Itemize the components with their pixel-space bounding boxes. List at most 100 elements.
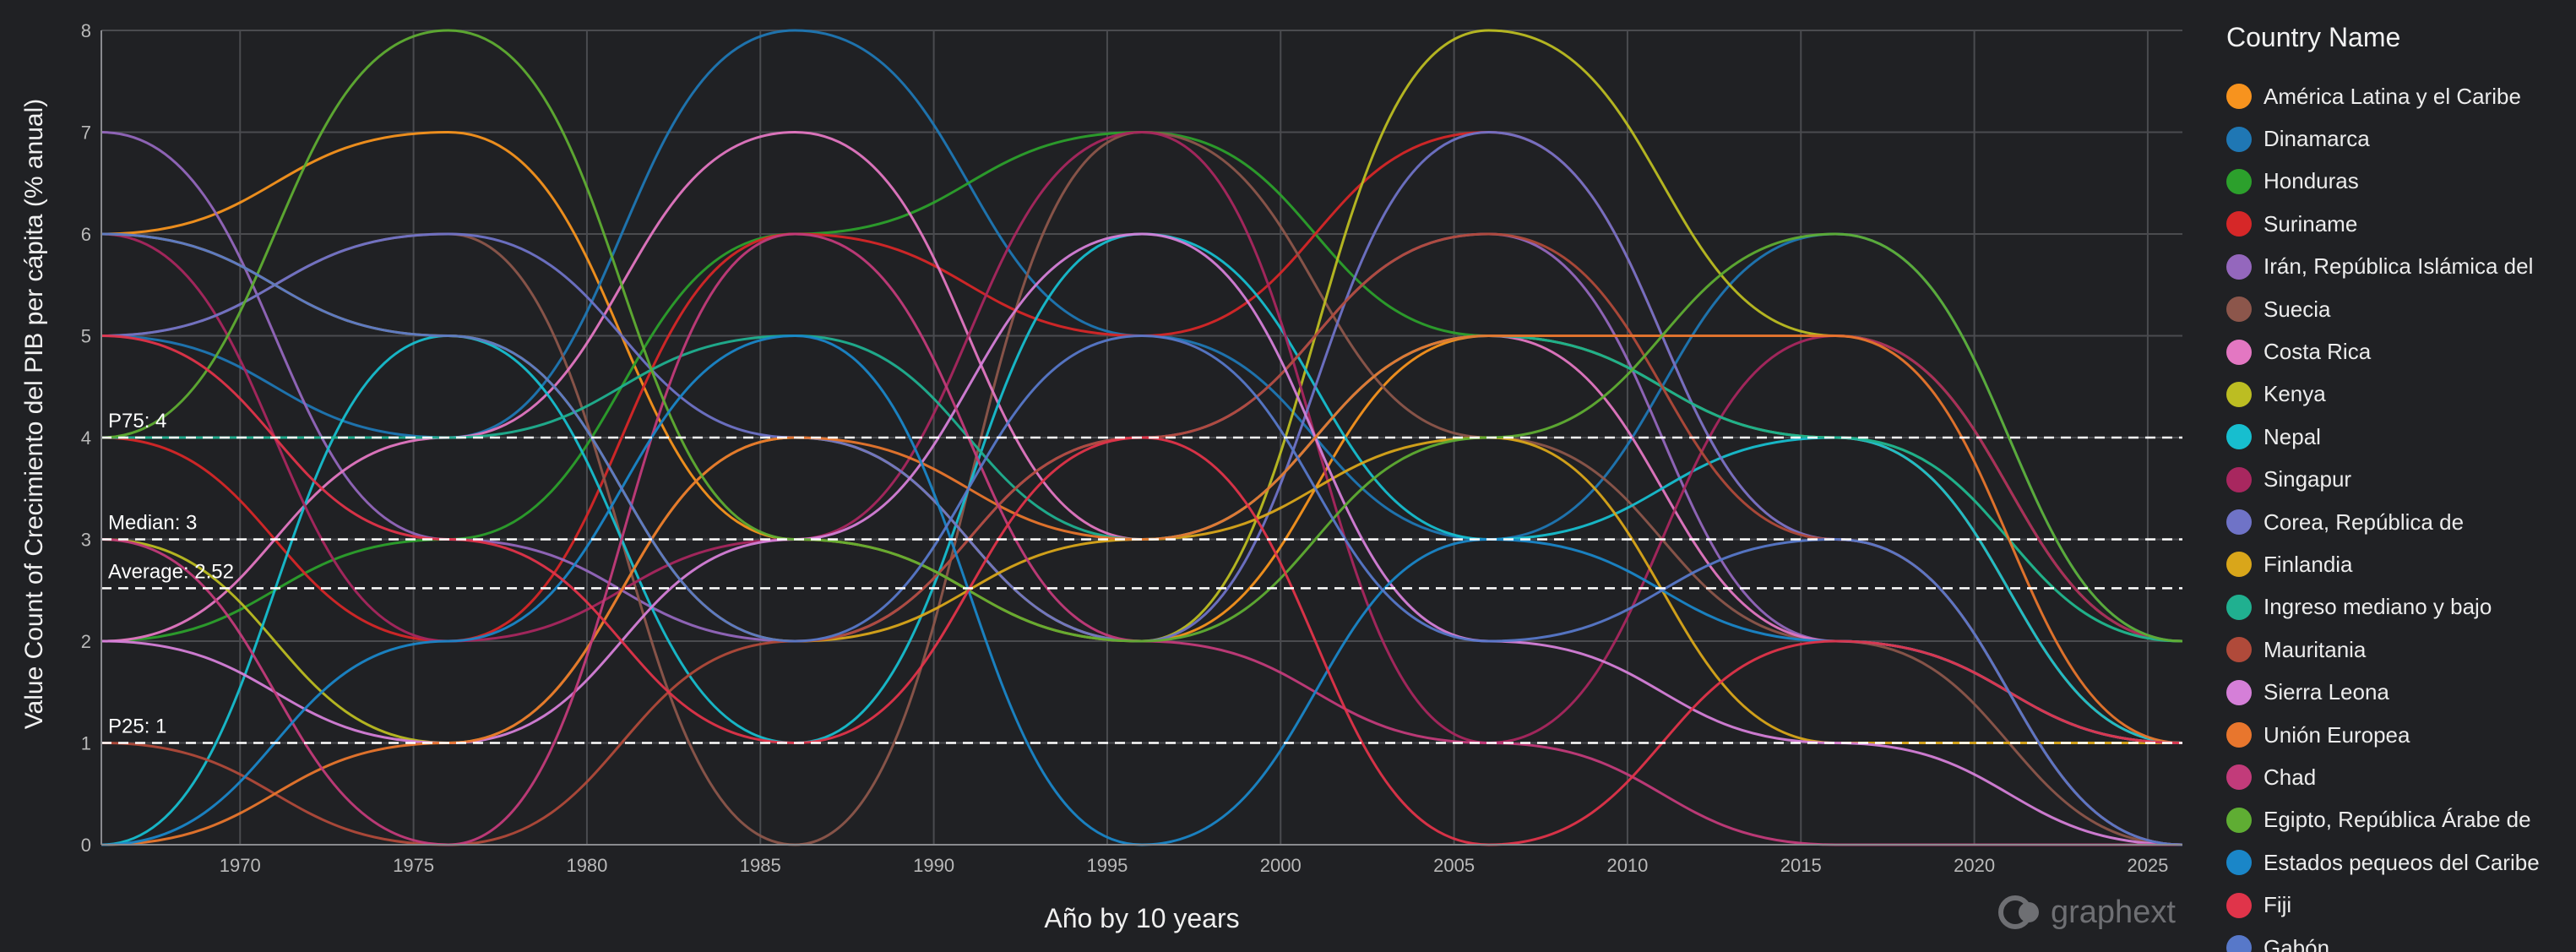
legend-item[interactable]: Mauritania (2226, 628, 2573, 671)
legend-label: Kenya (2264, 381, 2326, 407)
legend-swatch (2226, 84, 2252, 110)
legend-item[interactable]: Suriname (2226, 203, 2573, 245)
legend-label: Finlandia (2264, 551, 2353, 577)
x-tick-label: 2000 (1260, 855, 1302, 876)
series-line (101, 29, 2182, 643)
legend-title: Country Name (2226, 22, 2401, 52)
legend-item[interactable]: Unión Europea (2226, 714, 2573, 756)
series-line (101, 334, 2182, 846)
legend-items: América Latina y el Caribe Dinamarca Hondu… (2226, 75, 2573, 952)
legend-label: Costa Rica (2264, 339, 2372, 365)
legend-item[interactable]: Kenya (2226, 373, 2573, 416)
legend-label: Egipto, República Árabe de (2264, 807, 2531, 833)
y-tick-label: 1 (81, 733, 91, 754)
graphext-logo-icon (1998, 895, 2039, 929)
legend-label: Honduras (2264, 168, 2359, 194)
legend-item[interactable]: América Latina y el Caribe (2226, 75, 2573, 117)
legend-swatch (2226, 253, 2252, 280)
x-tick-label: 2005 (1433, 855, 1475, 876)
legend-item[interactable]: Chad (2226, 756, 2573, 798)
legend-label: Dinamarca (2264, 126, 2370, 152)
legend-item[interactable]: Irán, República Islámica del (2226, 246, 2573, 288)
legend-label: Suriname (2264, 210, 2358, 237)
legend-swatch (2226, 339, 2252, 365)
legend-label: Fiji (2264, 892, 2292, 918)
y-tick-label: 3 (81, 530, 91, 551)
legend-swatch (2226, 764, 2252, 791)
x-tick-label: 1980 (566, 855, 607, 876)
legend-label: Corea, República de (2264, 509, 2465, 535)
brand-name: graphext (2051, 894, 2176, 930)
legend-label: Mauritania (2264, 636, 2367, 662)
x-tick-label: 1995 (1086, 855, 1128, 876)
legend-item[interactable]: Fiji (2226, 884, 2573, 926)
legend-swatch (2226, 850, 2252, 876)
legend-swatch (2226, 168, 2252, 194)
x-tick-label: 1990 (913, 855, 954, 876)
y-tick-label: 2 (81, 631, 91, 652)
legend-swatch (2226, 509, 2252, 536)
legend-label: Irán, República Islámica del (2264, 253, 2534, 280)
legend-label: América Latina y el Caribe (2264, 83, 2521, 109)
legend-item[interactable]: Egipto, República Árabe de (2226, 799, 2573, 841)
legend-label: Estados pequeos del Caribe (2264, 849, 2540, 875)
legend-label: Sierra Leona (2264, 679, 2389, 705)
legend-item[interactable]: Honduras (2226, 160, 2573, 203)
legend: Country Name América Latina y el Caribe D… (2226, 22, 2573, 952)
legend-label: Ingreso mediano y bajo (2264, 594, 2492, 620)
legend-item[interactable]: Costa Rica (2226, 330, 2573, 373)
legend-item[interactable]: Nepal (2226, 416, 2573, 458)
legend-swatch (2226, 935, 2252, 952)
legend-swatch (2226, 296, 2252, 323)
legend-swatch (2226, 126, 2252, 152)
legend-item[interactable]: Gabón (2226, 927, 2573, 952)
reference-line-label: P75: 4 (108, 410, 166, 432)
legend-swatch (2226, 892, 2252, 918)
graphext-logo: graphext (1998, 892, 2176, 933)
axes: 0 1 2 3 4 5 6 7 8 1970 1975 1980 1985 1990 1995 2000 200… (81, 20, 2182, 876)
legend-swatch (2226, 722, 2252, 748)
series-line (101, 130, 2182, 846)
x-tick-label: 2025 (2127, 855, 2168, 876)
legend-label: Nepal (2264, 423, 2321, 449)
legend-swatch (2226, 211, 2252, 237)
legend-swatch (2226, 807, 2252, 833)
x-tick-label: 1970 (220, 855, 261, 876)
legend-label: Chad (2264, 764, 2317, 790)
x-tick-label: 2010 (1606, 855, 1648, 876)
legend-item[interactable]: Suecia (2226, 288, 2573, 330)
x-axis-label: Año by 10 years (1044, 903, 1239, 933)
legend-swatch (2226, 424, 2252, 450)
y-axis-label: Value Count of Crecimiento del PIB per c… (20, 99, 48, 730)
legend-item[interactable]: Estados pequeos del Caribe (2226, 841, 2573, 884)
legend-swatch (2226, 679, 2252, 705)
reference-line-label: Median: 3 (108, 512, 197, 535)
x-tick-label: 1975 (393, 855, 434, 876)
legend-label: Gabón (2264, 934, 2330, 952)
legend-item[interactable]: Singapur (2226, 459, 2573, 501)
x-tick-label: 2020 (1954, 855, 1995, 876)
legend-label: Suecia (2264, 296, 2331, 322)
reference-line-label: P25: 1 (108, 715, 166, 738)
legend-item[interactable]: Dinamarca (2226, 117, 2573, 160)
legend-item[interactable]: Sierra Leona (2226, 671, 2573, 713)
y-tick-label: 8 (81, 20, 91, 41)
y-tick-label: 5 (81, 326, 91, 347)
legend-item[interactable]: Ingreso mediano y bajo (2226, 586, 2573, 628)
legend-swatch (2226, 594, 2252, 620)
legend-swatch (2226, 637, 2252, 663)
legend-swatch (2226, 466, 2252, 492)
legend-item[interactable]: Finlandia (2226, 543, 2573, 585)
legend-label: Unión Europea (2264, 721, 2410, 748)
y-tick-label: 0 (81, 835, 91, 856)
legend-label: Singapur (2264, 466, 2352, 492)
reference-line-label: Average: 2.52 (108, 560, 234, 583)
y-tick-label: 6 (81, 224, 91, 245)
legend-swatch (2226, 552, 2252, 578)
legend-item[interactable]: Corea, República de (2226, 501, 2573, 543)
legend-swatch (2226, 381, 2252, 407)
x-tick-label: 2015 (1780, 855, 1822, 876)
y-tick-label: 4 (81, 427, 91, 449)
reference-lines: P75: 4 Median: 3 Average: 2.52 P25: 1 (101, 410, 2182, 744)
